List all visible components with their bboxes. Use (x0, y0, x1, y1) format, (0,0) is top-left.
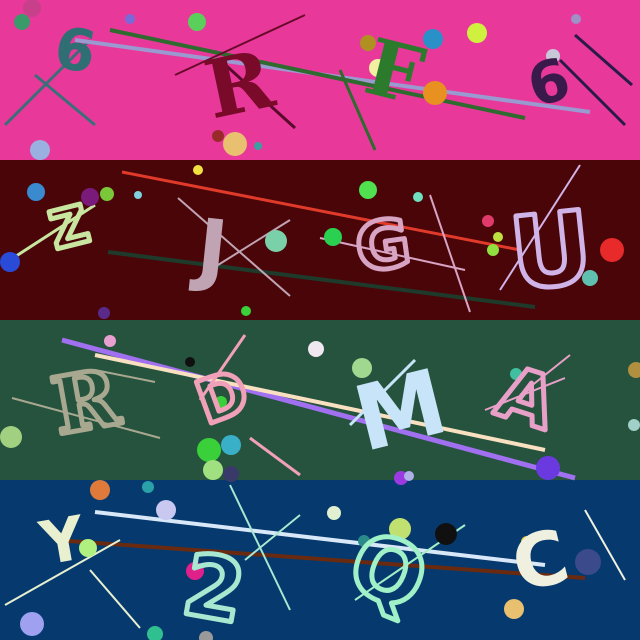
band-3-noise (0, 334, 640, 485)
band-4-noise (4, 480, 626, 640)
band-1-background (0, 0, 640, 160)
captcha-character: U (505, 189, 598, 314)
band-2-background (0, 160, 640, 320)
band-1-noise (3, 0, 633, 160)
captcha-character: G (351, 204, 415, 288)
band-2-noise (0, 164, 624, 319)
